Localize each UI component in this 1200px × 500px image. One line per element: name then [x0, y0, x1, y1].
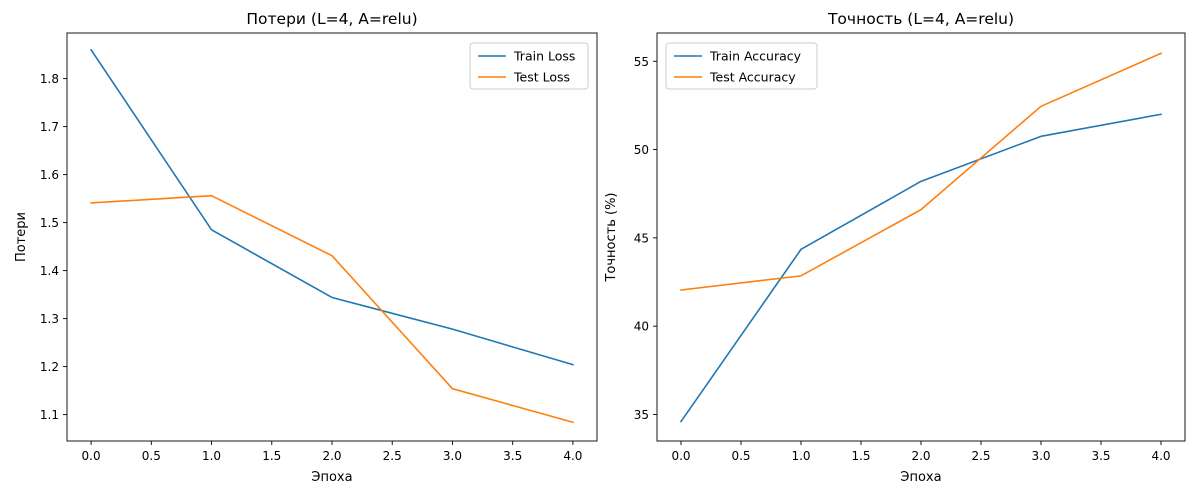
plot-frame: [656, 32, 1186, 442]
legend: Train Loss Test Loss: [469, 42, 589, 90]
x-tick-label: 1.0: [202, 449, 221, 463]
y-axis-title: Точность (%): [604, 192, 619, 282]
y-axis-title: Потери: [14, 212, 29, 262]
series-line-test: [680, 52, 1163, 291]
y-tick-label: 1.8: [40, 72, 59, 86]
y-tick-label: 40: [634, 320, 649, 334]
series-line-train: [679, 113, 1162, 423]
x-tick-label: 2.5: [971, 449, 990, 463]
x-tick-label: 2.0: [911, 449, 930, 463]
x-tick-label: 4.0: [1151, 449, 1170, 463]
y-tick-label: 50: [634, 143, 649, 157]
x-tick-label: 4.0: [563, 449, 582, 463]
x-tick-label: 2.5: [383, 449, 402, 463]
series-line-test: [90, 194, 574, 424]
x-tick-label: 0.0: [671, 449, 690, 463]
y-tick-label: 55: [634, 55, 649, 69]
chart-title: Точность (L=4, A=relu): [827, 10, 1014, 28]
legend-label: Train Accuracy: [709, 49, 802, 64]
x-axis-title: Эпоха: [900, 470, 941, 485]
x-tick-label: 2.0: [322, 449, 341, 463]
chart-title: Потери (L=4, A=relu): [246, 10, 417, 28]
chart-panel-1: Потери (L=4, A=relu) 0.0 0.5 1.0 1.5 2.0 2.5 3.…: [14, 10, 598, 485]
x-tick-label: 1.0: [791, 449, 810, 463]
x-tick-label: 3.5: [1091, 449, 1110, 463]
y-tick-label: 1.5: [40, 216, 59, 230]
y-tick-label: 1.6: [40, 168, 59, 182]
legend-box: [665, 42, 818, 90]
legend-label: Train Loss: [513, 49, 575, 64]
series-line-train: [89, 48, 574, 366]
y-tick-label: 1.1: [40, 408, 59, 422]
y-tick-label: 1.2: [40, 360, 59, 374]
y-tick-label: 1.3: [40, 312, 59, 326]
chart-panel-2: Точность (L=4, A=relu) 0.0 0.5 1.0 1.5 2.0 2.5…: [604, 10, 1186, 485]
legend-label: Test Loss: [513, 70, 570, 85]
y-tick-label: 1.4: [40, 264, 59, 278]
x-tick-label: 3.0: [443, 449, 462, 463]
x-tick-label: 3.5: [503, 449, 522, 463]
legend: Train Accuracy Test Accuracy: [665, 42, 818, 90]
y-tick-label: 45: [634, 231, 649, 245]
y-tick-label: 1.7: [40, 120, 59, 134]
x-tick-label: 1.5: [851, 449, 870, 463]
x-tick-label: 0.5: [731, 449, 750, 463]
x-tick-label: 0.0: [82, 449, 101, 463]
legend-label: Test Accuracy: [709, 70, 796, 85]
x-axis-title: Эпоха: [311, 470, 352, 485]
x-tick-label: 0.5: [142, 449, 161, 463]
x-tick-label: 3.0: [1031, 449, 1050, 463]
plot-frame: [66, 32, 598, 442]
y-tick-label: 35: [634, 408, 649, 422]
x-tick-label: 1.5: [262, 449, 281, 463]
